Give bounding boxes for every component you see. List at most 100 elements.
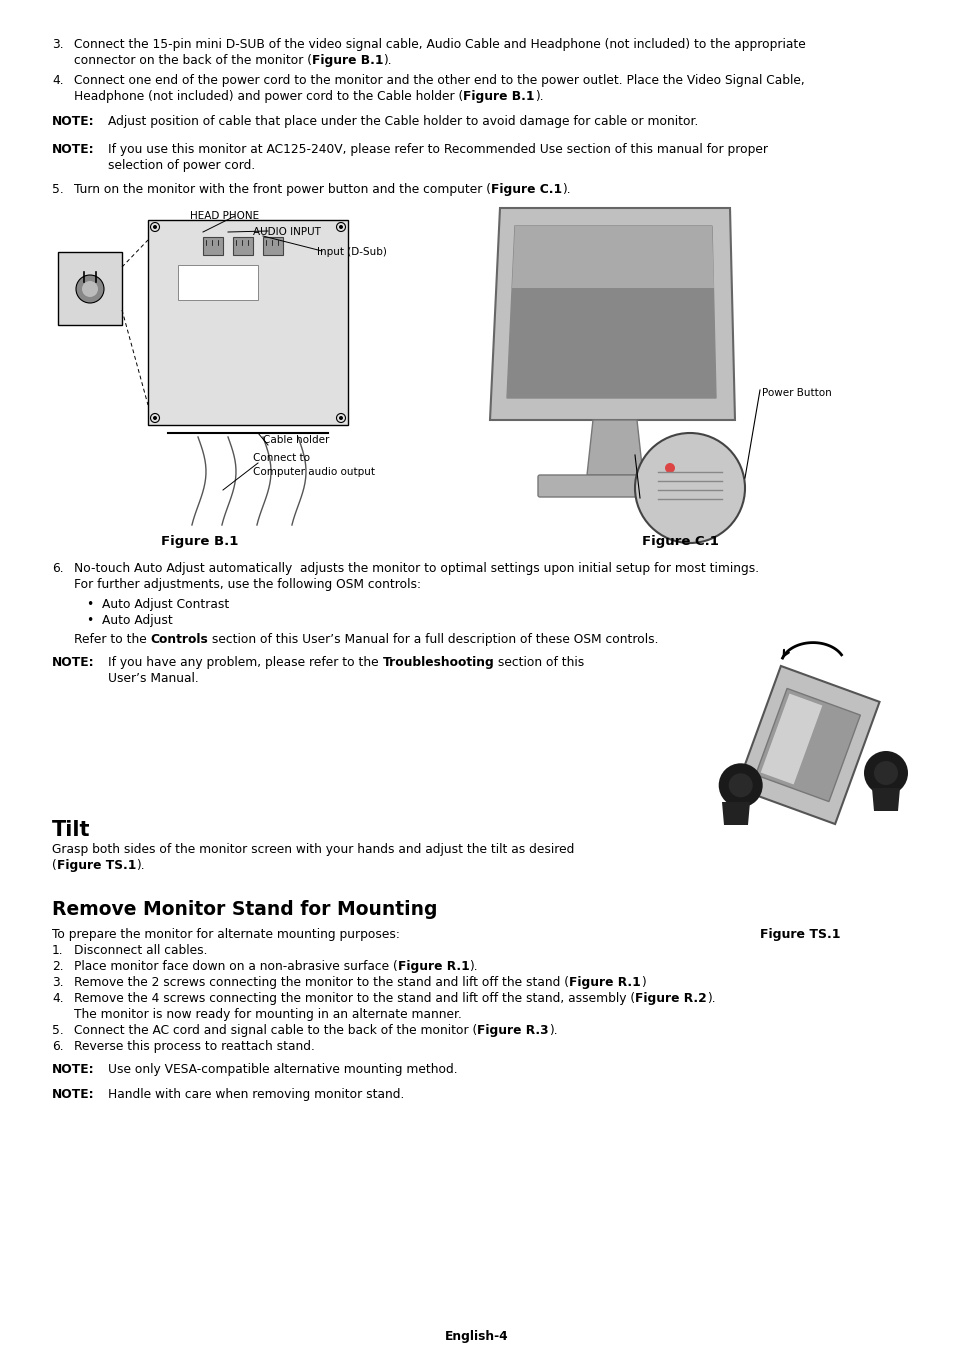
Text: NOTE:: NOTE: xyxy=(52,657,94,669)
Polygon shape xyxy=(490,208,734,420)
Text: Controls: Controls xyxy=(151,634,208,646)
Text: ).: ). xyxy=(136,859,145,871)
Circle shape xyxy=(718,763,761,808)
Text: Grasp both sides of the monitor screen with your hands and adjust the tilt as de: Grasp both sides of the monitor screen w… xyxy=(52,843,574,857)
Text: ).: ). xyxy=(548,1024,557,1038)
Text: •  Auto Adjust: • Auto Adjust xyxy=(87,613,172,627)
Text: Connect the AC cord and signal cable to the back of the monitor (: Connect the AC cord and signal cable to … xyxy=(74,1024,476,1038)
Text: Figure R.3: Figure R.3 xyxy=(476,1024,548,1038)
Text: Figure TS.1: Figure TS.1 xyxy=(56,859,136,871)
Text: Figure R.1: Figure R.1 xyxy=(568,975,640,989)
FancyBboxPatch shape xyxy=(148,220,348,426)
Text: Troubleshooting: Troubleshooting xyxy=(382,657,494,669)
Text: section of this: section of this xyxy=(494,657,584,669)
Text: AUDIO INPUT: AUDIO INPUT xyxy=(253,227,320,236)
Text: Disconnect all cables.: Disconnect all cables. xyxy=(74,944,208,957)
Text: Refer to the: Refer to the xyxy=(74,634,151,646)
Text: Handle with care when removing monitor stand.: Handle with care when removing monitor s… xyxy=(108,1088,404,1101)
Circle shape xyxy=(152,226,157,230)
Circle shape xyxy=(728,773,752,797)
Text: Figure B.1: Figure B.1 xyxy=(312,54,383,68)
Text: Remove the 2 screws connecting the monitor to the stand and lift off the stand (: Remove the 2 screws connecting the monit… xyxy=(74,975,568,989)
Text: Figure R.1: Figure R.1 xyxy=(397,961,469,973)
FancyBboxPatch shape xyxy=(58,253,122,326)
Circle shape xyxy=(76,276,104,303)
Polygon shape xyxy=(871,788,899,811)
Text: Figure B.1: Figure B.1 xyxy=(161,535,238,549)
Text: Power Button: Power Button xyxy=(761,388,831,399)
Text: ).: ). xyxy=(706,992,715,1005)
Circle shape xyxy=(873,761,897,785)
Text: Computer audio output: Computer audio output xyxy=(253,467,375,477)
Circle shape xyxy=(664,463,675,473)
Circle shape xyxy=(82,281,98,297)
Text: 6.: 6. xyxy=(52,562,64,576)
Text: Cable holder: Cable holder xyxy=(263,435,329,444)
FancyBboxPatch shape xyxy=(263,236,283,255)
Circle shape xyxy=(635,434,744,543)
Text: 3.: 3. xyxy=(52,975,64,989)
Polygon shape xyxy=(760,693,821,785)
FancyBboxPatch shape xyxy=(537,476,691,497)
Text: connector on the back of the monitor (: connector on the back of the monitor ( xyxy=(74,54,312,68)
Circle shape xyxy=(863,751,907,794)
Text: ): ) xyxy=(640,975,645,989)
Text: Connect one end of the power cord to the monitor and the other end to the power : Connect one end of the power cord to the… xyxy=(74,74,804,86)
FancyBboxPatch shape xyxy=(178,265,257,300)
Text: Remove the 4 screws connecting the monitor to the stand and lift off the stand, : Remove the 4 screws connecting the monit… xyxy=(74,992,635,1005)
Text: Figure C.1: Figure C.1 xyxy=(640,535,718,549)
Text: English-4: English-4 xyxy=(445,1329,508,1343)
Text: Figure R.2: Figure R.2 xyxy=(635,992,706,1005)
Text: Connect to: Connect to xyxy=(253,453,310,463)
Circle shape xyxy=(152,416,157,420)
Text: For further adjustments, use the following OSM controls:: For further adjustments, use the followi… xyxy=(74,578,420,590)
Text: Turn on the monitor with the front power button and the computer (: Turn on the monitor with the front power… xyxy=(74,182,491,196)
Text: NOTE:: NOTE: xyxy=(52,1088,94,1101)
FancyBboxPatch shape xyxy=(233,236,253,255)
Text: 5.: 5. xyxy=(52,182,64,196)
Text: 6.: 6. xyxy=(52,1040,64,1052)
Text: If you have any problem, please refer to the: If you have any problem, please refer to… xyxy=(108,657,382,669)
Text: section of this User’s Manual for a full description of these OSM controls.: section of this User’s Manual for a full… xyxy=(208,634,659,646)
Text: (: ( xyxy=(52,859,56,871)
Polygon shape xyxy=(755,689,860,801)
Text: selection of power cord.: selection of power cord. xyxy=(108,159,255,172)
Text: ).: ). xyxy=(469,961,477,973)
Text: NOTE:: NOTE: xyxy=(52,1063,94,1075)
Text: Connect the 15-pin mini D-SUB of the video signal cable, Audio Cable and Headpho: Connect the 15-pin mini D-SUB of the vid… xyxy=(74,38,805,51)
Text: Figure TS.1: Figure TS.1 xyxy=(760,928,840,942)
Text: Headphone (not included) and power cord to the Cable holder (: Headphone (not included) and power cord … xyxy=(74,91,463,103)
Text: NOTE:: NOTE: xyxy=(52,143,94,155)
Text: ).: ). xyxy=(535,91,543,103)
Text: User’s Manual.: User’s Manual. xyxy=(108,671,198,685)
Text: The monitor is now ready for mounting in an alternate manner.: The monitor is now ready for mounting in… xyxy=(74,1008,461,1021)
Text: ).: ). xyxy=(383,54,392,68)
Text: Tilt: Tilt xyxy=(52,820,91,840)
Text: Remove Monitor Stand for Mounting: Remove Monitor Stand for Mounting xyxy=(52,900,437,919)
Text: 2.: 2. xyxy=(52,961,64,973)
Text: Adjust position of cable that place under the Cable holder to avoid damage for c: Adjust position of cable that place unde… xyxy=(108,115,698,128)
Text: Figure C.1: Figure C.1 xyxy=(491,182,561,196)
Text: Place monitor face down on a non-abrasive surface (: Place monitor face down on a non-abrasiv… xyxy=(74,961,397,973)
FancyBboxPatch shape xyxy=(203,236,223,255)
Text: If you use this monitor at AC125-240V, please refer to Recommended Use section o: If you use this monitor at AC125-240V, p… xyxy=(108,143,767,155)
Text: No-touch Auto Adjust automatically  adjusts the monitor to optimal settings upon: No-touch Auto Adjust automatically adjus… xyxy=(74,562,759,576)
Text: Reverse this process to reattach stand.: Reverse this process to reattach stand. xyxy=(74,1040,314,1052)
Circle shape xyxy=(338,416,343,420)
Text: HEAD PHONE: HEAD PHONE xyxy=(190,211,259,222)
Text: To prepare the monitor for alternate mounting purposes:: To prepare the monitor for alternate mou… xyxy=(52,928,399,942)
Text: 3.: 3. xyxy=(52,38,64,51)
Polygon shape xyxy=(586,420,642,476)
Polygon shape xyxy=(721,802,749,825)
Text: 4.: 4. xyxy=(52,992,64,1005)
Polygon shape xyxy=(736,666,879,824)
Text: NOTE:: NOTE: xyxy=(52,115,94,128)
Text: 4.: 4. xyxy=(52,74,64,86)
Text: Use only VESA-compatible alternative mounting method.: Use only VESA-compatible alternative mou… xyxy=(108,1063,457,1075)
Polygon shape xyxy=(506,226,716,399)
Text: 5.: 5. xyxy=(52,1024,64,1038)
Text: 1.: 1. xyxy=(52,944,64,957)
Text: ).: ). xyxy=(561,182,570,196)
Text: Figure B.1: Figure B.1 xyxy=(463,91,535,103)
Circle shape xyxy=(338,226,343,230)
